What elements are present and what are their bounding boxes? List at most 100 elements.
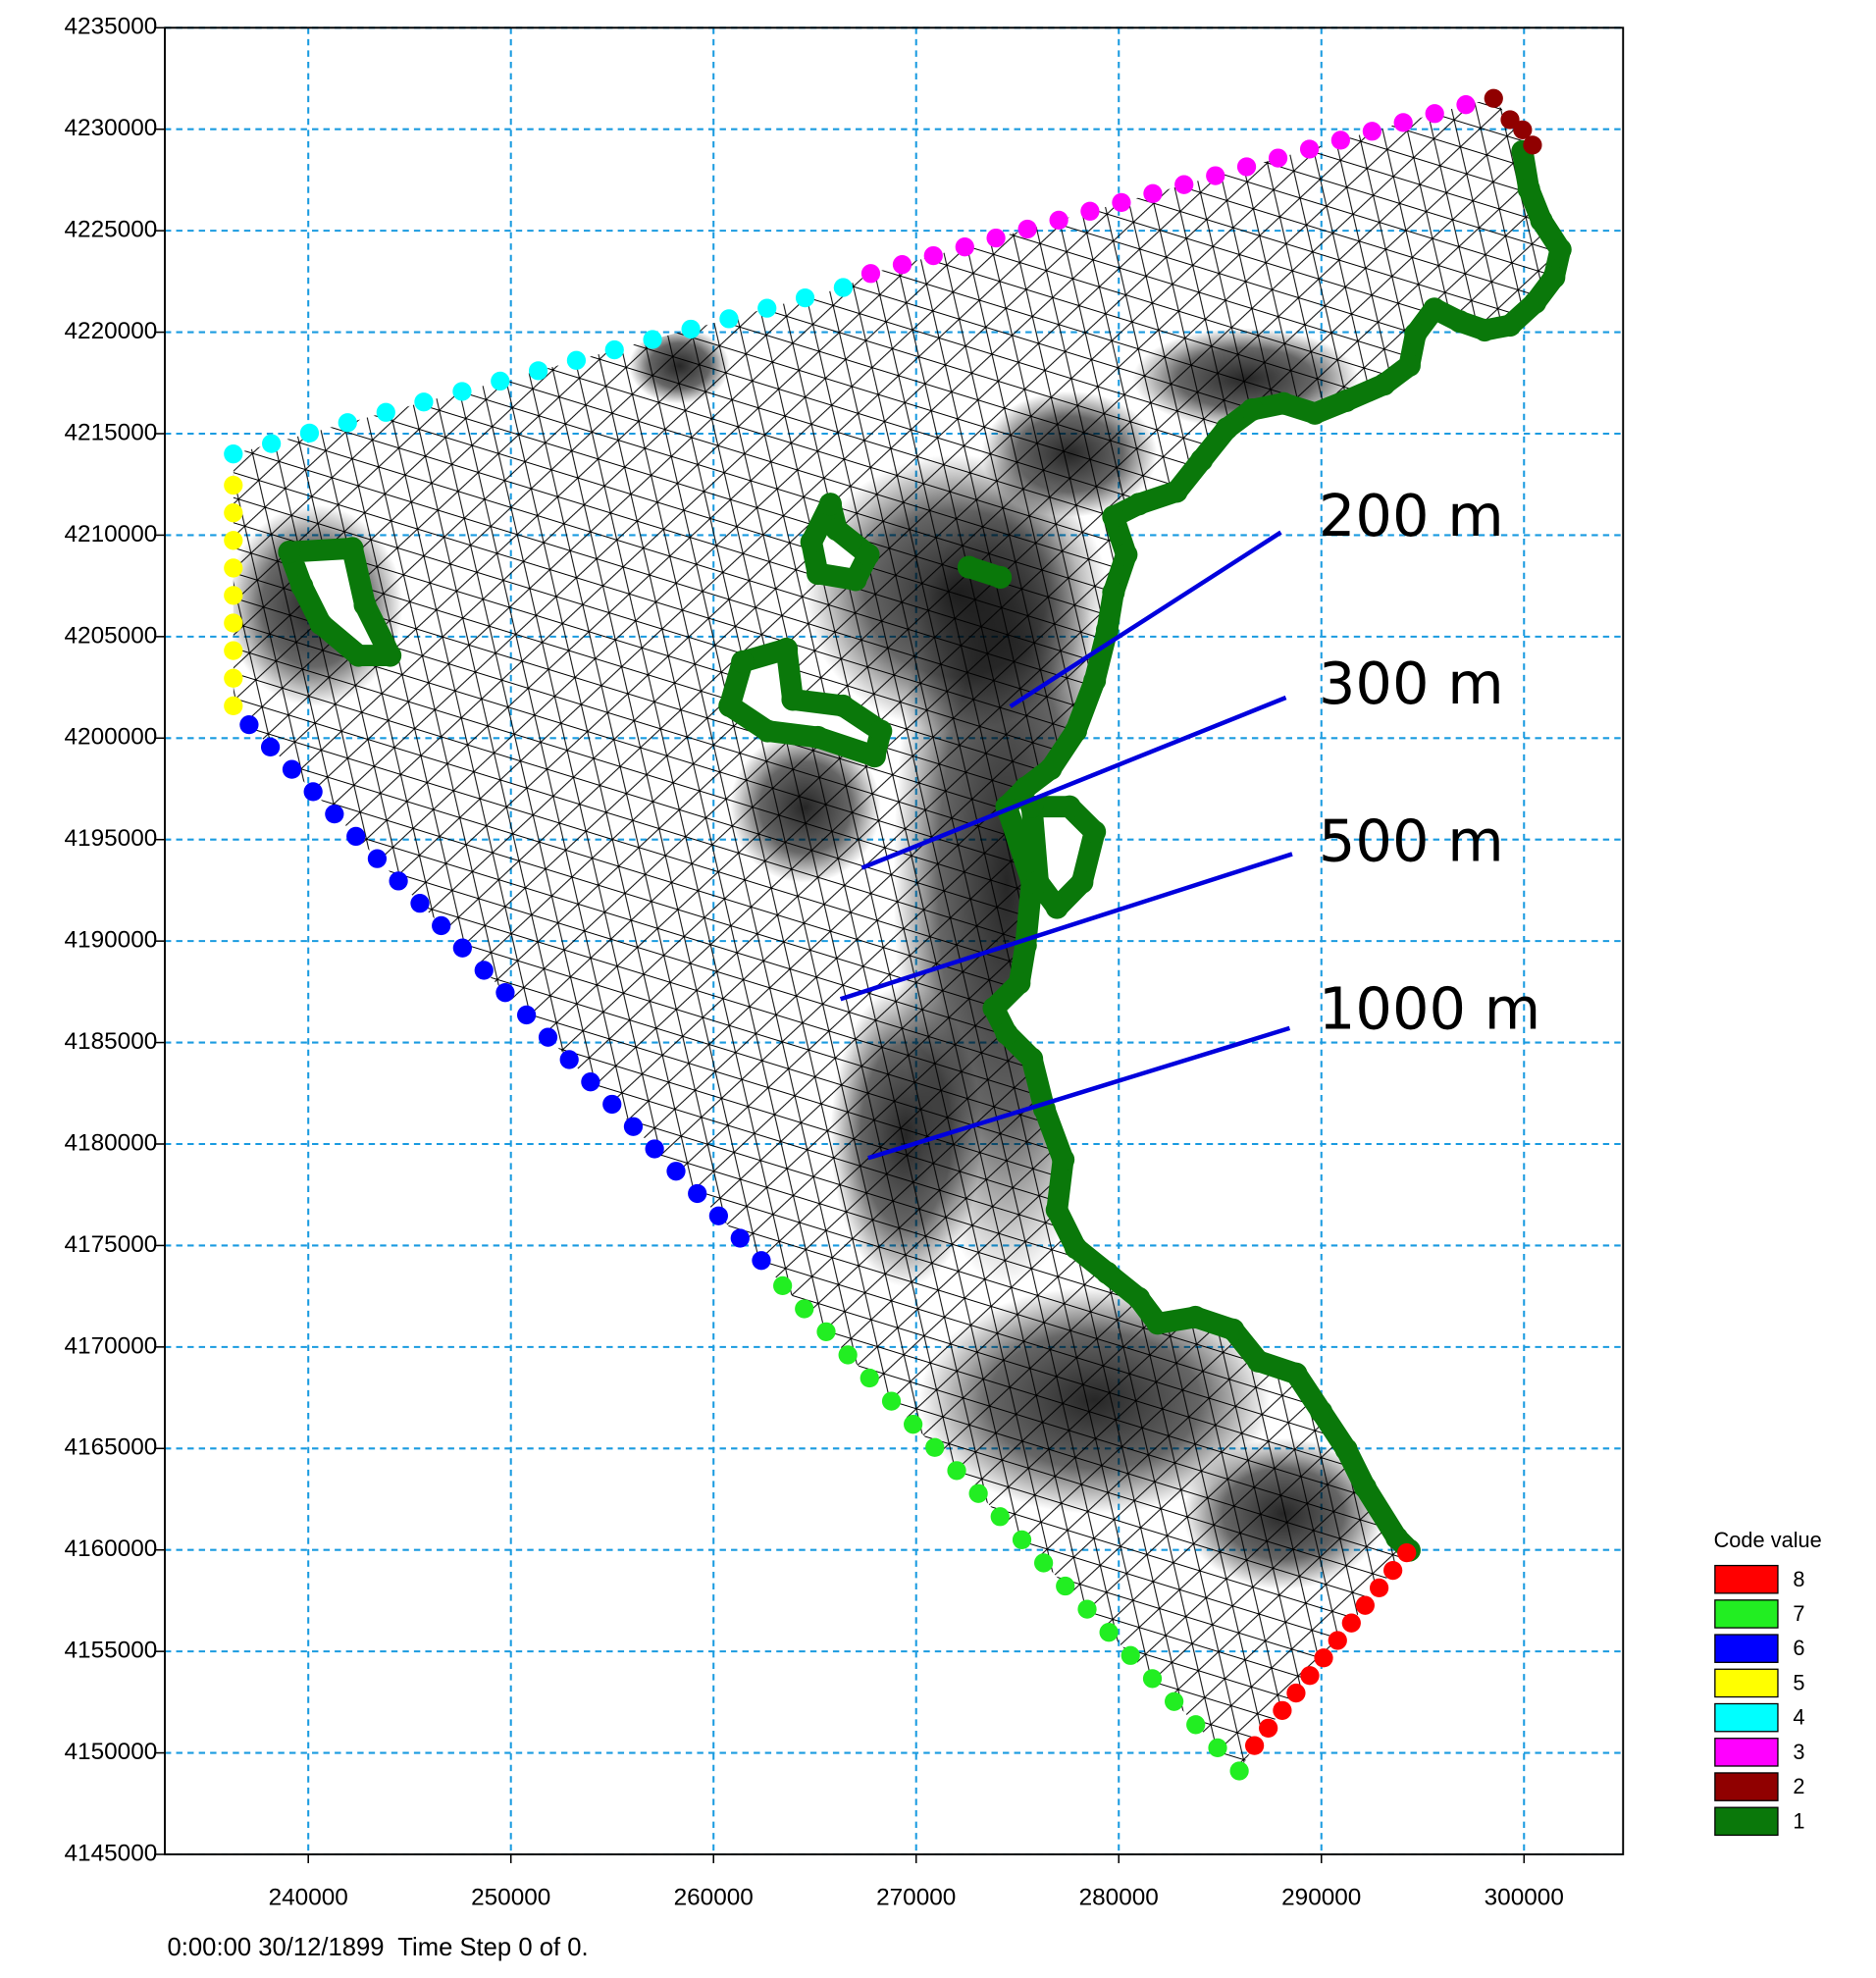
boundary-point: [1393, 113, 1413, 132]
y-tick-label: 4160000: [65, 1536, 158, 1562]
legend-swatch: [1714, 1738, 1779, 1767]
boundary-point: [1244, 1736, 1265, 1755]
annotation-label: 300 m: [1319, 650, 1504, 717]
legend-swatch: [1714, 1634, 1779, 1663]
boundary-point: [773, 1275, 793, 1296]
boundary-point: [299, 423, 320, 443]
boundary-point: [781, 688, 805, 711]
boundary-point: [1080, 201, 1100, 221]
y-tick-label: 4225000: [65, 217, 158, 243]
boundary-point: [990, 1507, 1010, 1527]
boundary-point: [1045, 896, 1068, 919]
boundary-point: [860, 264, 881, 284]
boundary-point: [1012, 1530, 1032, 1550]
y-tick-label: 4200000: [65, 724, 158, 751]
boundary-point: [643, 330, 662, 349]
boundary-point: [389, 871, 408, 891]
boundary-point: [1300, 1666, 1320, 1686]
boundary-point: [1334, 389, 1358, 413]
boundary-point: [1115, 543, 1138, 566]
boundary-point: [1341, 1613, 1361, 1633]
boundary-point: [756, 719, 779, 743]
boundary-point: [955, 237, 974, 257]
boundary-point: [795, 1299, 814, 1319]
boundary-point: [957, 555, 980, 579]
boundary-point: [604, 339, 624, 360]
boundary-point: [1143, 183, 1163, 203]
boundary-point: [452, 938, 472, 958]
boundary-point: [857, 543, 880, 566]
boundary-point: [1542, 266, 1566, 289]
boundary-point: [538, 1027, 558, 1047]
boundary-point: [1423, 297, 1446, 321]
boundary-point: [1146, 1312, 1170, 1335]
y-tick-label: 4220000: [65, 318, 158, 344]
boundary-point: [1517, 178, 1540, 201]
boundary-point: [1425, 104, 1444, 124]
boundary-point: [1070, 870, 1094, 894]
boundary-point: [379, 644, 402, 667]
boundary-point: [1095, 618, 1120, 642]
annotation-line: [1009, 530, 1282, 708]
boundary-point: [1083, 669, 1107, 693]
boundary-point: [795, 287, 815, 308]
boundary-point: [353, 594, 377, 617]
annotations: 200 m 300 m 500 m 1000 m: [839, 482, 1540, 1161]
boundary-point: [1530, 209, 1553, 233]
y-tick-label: 4175000: [65, 1231, 158, 1258]
boundary-point: [807, 561, 830, 586]
boundary-point: [224, 696, 243, 716]
boundary-point: [1236, 157, 1257, 177]
dense-mesh: [1182, 1437, 1384, 1589]
boundary-point: [224, 531, 243, 550]
boundary-point: [414, 392, 434, 412]
boundary-point: [881, 1391, 902, 1411]
legend-swatch: [1714, 1668, 1779, 1698]
legend-label: 5: [1793, 1670, 1804, 1694]
boundary-point: [338, 413, 357, 433]
boundary-point: [1208, 1738, 1227, 1758]
boundary-point: [452, 382, 472, 401]
dense-mesh: [830, 983, 982, 1287]
x-tick-label: 300000: [1485, 1884, 1564, 1910]
y-tick-label: 4180000: [65, 1129, 158, 1156]
boundary-point: [731, 650, 755, 674]
boundary-point: [1303, 401, 1327, 425]
boundary-point: [491, 371, 510, 391]
boundary-point: [278, 541, 301, 564]
boundary-point: [1112, 192, 1131, 213]
boundary-point: [224, 558, 243, 578]
boundary-point: [688, 1183, 707, 1204]
legend-label: 2: [1793, 1774, 1804, 1798]
dense-mesh: [729, 731, 881, 883]
boundary-point: [923, 245, 943, 266]
boundary-point: [282, 759, 302, 779]
y-tick-label: 4195000: [65, 825, 158, 852]
boundary-point: [752, 1251, 771, 1271]
y-tick-label: 4210000: [65, 521, 158, 547]
boundary-point: [1500, 110, 1520, 130]
boundary-point: [807, 725, 830, 750]
boundary-line: [718, 638, 892, 767]
annotation-label: 200 m: [1319, 482, 1504, 549]
legend-swatch: [1714, 1564, 1779, 1594]
boundary-point: [1165, 1692, 1184, 1711]
y-tick-label: 4235000: [65, 14, 158, 40]
boundary-point: [346, 826, 366, 847]
boundary-point: [239, 714, 259, 735]
legend-title: Code value: [1714, 1528, 1822, 1552]
boundary-point: [825, 518, 849, 542]
boundary-point: [860, 1368, 879, 1388]
y-tick-label: 4150000: [65, 1739, 158, 1765]
boundary-point: [1456, 95, 1476, 115]
annotation-line: [839, 852, 1293, 1002]
boundary-point: [1215, 417, 1238, 441]
x-tick-label: 260000: [674, 1884, 754, 1910]
boundary-point: [645, 1139, 664, 1159]
boundary-point: [844, 568, 867, 592]
boundary-point: [224, 475, 243, 495]
legend-label: 3: [1793, 1740, 1804, 1764]
boundary-point: [1404, 322, 1428, 346]
y-tick-label: 4170000: [65, 1332, 158, 1359]
